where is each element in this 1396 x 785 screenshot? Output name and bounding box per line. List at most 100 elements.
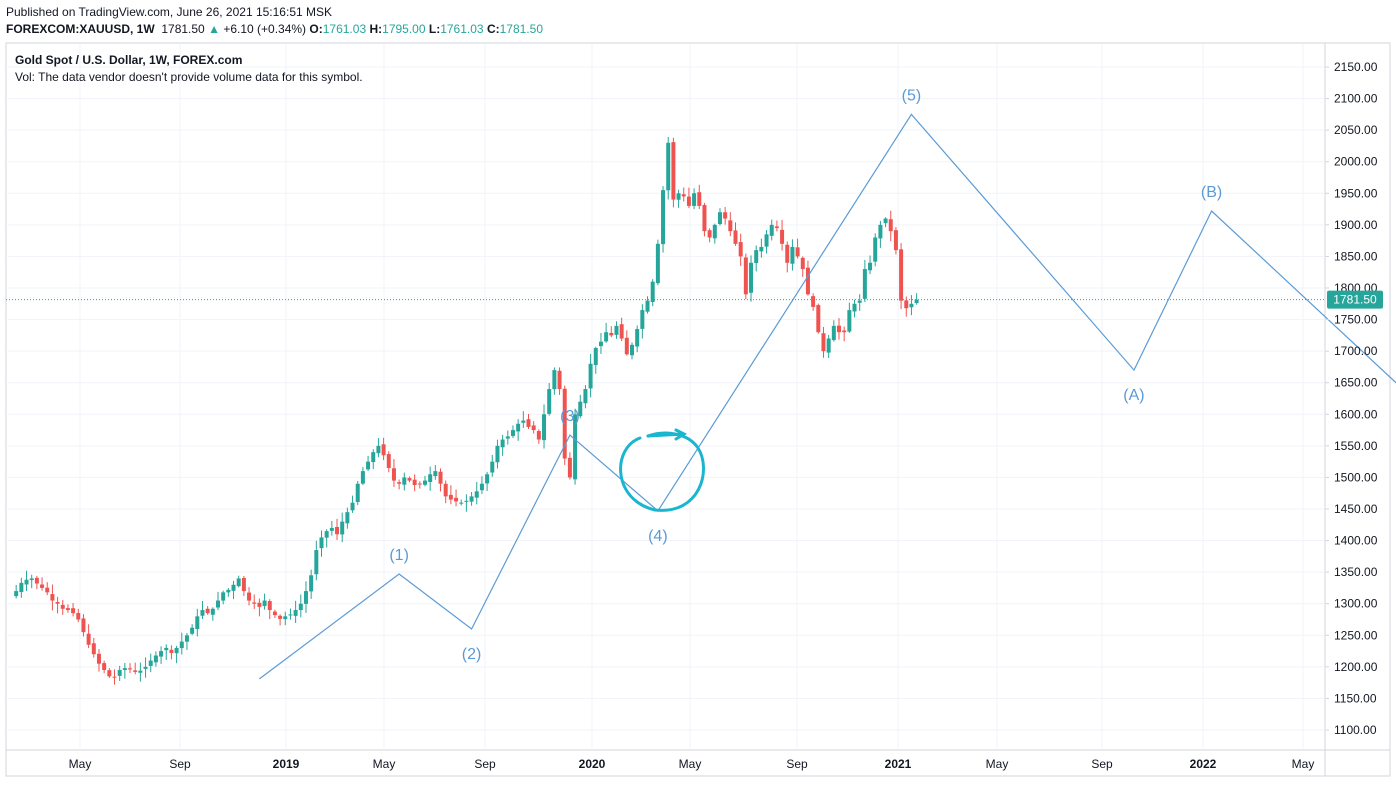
candle-body (252, 602, 257, 604)
candle-body (531, 425, 536, 431)
time-tick-label: 2022 (1190, 757, 1217, 771)
candle-body (283, 616, 288, 620)
candle-body (800, 257, 805, 270)
candle-body (128, 668, 133, 670)
candle-body (226, 589, 231, 593)
wave-path-line (259, 113, 1396, 680)
price-axis[interactable]: 2150.00 2100.00 2050.00 2000.00 1950.00 1900.… (1325, 60, 1378, 737)
candle-body (769, 224, 774, 236)
price-tick-label: 1300.00 (1334, 597, 1378, 611)
candle-body (671, 142, 676, 200)
candle-body (81, 618, 86, 633)
candle-body (831, 325, 836, 341)
legend-title: Gold Spot / U.S. Dollar, 1W, FOREX.com (15, 53, 243, 67)
price-tick-label: 2100.00 (1334, 92, 1378, 106)
candle-body (350, 502, 355, 511)
candle-body (24, 579, 29, 585)
wave-label: (3) (560, 408, 580, 425)
high-value: 1795.00 (382, 22, 426, 36)
published-caption: Published on TradingView.com, June 26, 2… (6, 5, 332, 19)
candle-body (112, 676, 117, 678)
candle-body (764, 234, 769, 247)
candle-body (76, 613, 81, 620)
candle-body (184, 635, 189, 642)
candle-body (909, 303, 914, 308)
candle-body (417, 483, 422, 485)
candle-body (402, 477, 407, 485)
candle-body (630, 344, 634, 356)
candle-body (60, 604, 65, 609)
last-price: 1781.50 (161, 22, 205, 36)
candle-body (655, 243, 660, 284)
candle-body (837, 325, 841, 333)
price-tick-label: 1500.00 (1334, 470, 1378, 484)
time-tick-label: Sep (786, 757, 808, 771)
wave-label: (B) (1201, 184, 1222, 201)
candle-body (45, 587, 50, 593)
candle-body (914, 299, 919, 304)
candle-body (609, 332, 614, 336)
candle-body (899, 249, 904, 301)
candle-body (210, 608, 215, 615)
price-tick-label: 1700.00 (1334, 344, 1378, 358)
candle-body (816, 305, 821, 333)
candle-body (888, 219, 893, 232)
price-tick-label: 1850.00 (1334, 249, 1378, 263)
candle-body (91, 643, 96, 655)
candle-body (247, 592, 252, 601)
candle-body (774, 226, 779, 229)
candle-body (397, 482, 402, 484)
price-tick-label: 1750.00 (1334, 313, 1378, 327)
candle-body (133, 670, 138, 672)
candle-body (205, 608, 210, 614)
candle-body (790, 246, 795, 264)
candle-body (86, 633, 91, 645)
candle-body (329, 527, 334, 531)
candle-body (376, 445, 381, 454)
chart-frame (5, 42, 1391, 777)
candle-body (588, 363, 593, 389)
candle-body (878, 224, 883, 239)
candle-body (749, 262, 754, 293)
candle-body (143, 666, 148, 669)
price-tick-label: 1550.00 (1334, 439, 1378, 453)
candle-body (676, 193, 681, 200)
time-axis[interactable]: May Sep 2019 May Sep 2020 May Sep 2021 May Sep 2022… (69, 757, 1315, 771)
candle-body (355, 483, 360, 503)
wave-label: (5) (902, 87, 922, 104)
candle-body (661, 190, 666, 245)
candle-body (723, 212, 728, 219)
candle-body (862, 269, 867, 299)
candle-body (712, 224, 717, 239)
candle-body (195, 616, 200, 630)
candle-body (412, 479, 417, 486)
candle-body (842, 330, 847, 333)
candle-body (262, 600, 267, 607)
wave-label: (1) (389, 547, 409, 564)
candle-body (547, 389, 552, 414)
candle-body (117, 670, 122, 676)
marker-circle-stroke (619, 431, 706, 512)
candle-body (604, 332, 609, 342)
price-tick-label: 2050.00 (1334, 123, 1378, 137)
price-tick-label: 1250.00 (1334, 628, 1378, 642)
candle-body (407, 478, 412, 481)
candle-body (179, 641, 184, 649)
candle-body (479, 483, 484, 491)
candle-body (624, 337, 629, 355)
candle-body (852, 303, 857, 312)
candle-body (340, 521, 345, 535)
candle-body (485, 474, 490, 484)
last-price-tag (1327, 290, 1383, 309)
high-label: H: (369, 22, 383, 36)
candle-body (236, 578, 241, 587)
price-change: +6.10 (+0.34%) (223, 22, 307, 36)
price-tick-label: 2000.00 (1334, 155, 1378, 169)
candle-body (847, 310, 852, 332)
candle-body (542, 414, 547, 441)
hand-drawn-circle-marker[interactable] (619, 428, 706, 512)
candle-body (107, 670, 112, 677)
candle-body (122, 668, 127, 671)
candle-body (640, 310, 645, 329)
